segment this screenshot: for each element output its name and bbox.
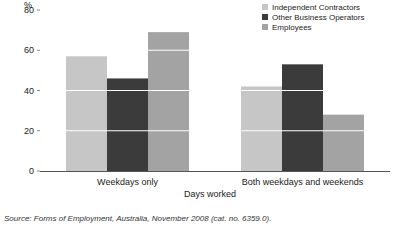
bar xyxy=(66,56,107,171)
y-tick-label: 20 xyxy=(24,126,34,136)
legend-label: Employees xyxy=(272,23,312,32)
y-tick-label: 80 xyxy=(24,5,34,15)
grid-line xyxy=(40,130,390,131)
y-tick xyxy=(37,171,40,172)
bar xyxy=(148,32,189,171)
legend-swatch xyxy=(262,4,268,10)
x-tick-label: Both weekdays and weekends xyxy=(242,177,364,187)
bars xyxy=(40,10,390,171)
legend-label: Independent Contractors xyxy=(272,3,360,12)
x-axis xyxy=(40,171,390,172)
y-tick xyxy=(37,50,40,51)
x-axis-label: Days worked xyxy=(184,189,236,199)
grid-line xyxy=(40,90,390,91)
bar xyxy=(282,64,323,171)
source: Source: Forms of Employment, Australia, … xyxy=(4,214,271,223)
legend-swatch xyxy=(262,14,268,20)
y-tick-label: 60 xyxy=(24,45,34,55)
bar xyxy=(323,115,364,171)
y-tick xyxy=(37,10,40,11)
y-tick xyxy=(37,130,40,131)
legend-swatch xyxy=(262,24,268,30)
y-tick-label: 40 xyxy=(24,86,34,96)
y-tick xyxy=(37,90,40,91)
bar xyxy=(107,78,148,171)
y-tick-label: 0 xyxy=(29,166,34,176)
grid-line xyxy=(40,50,390,51)
bar xyxy=(241,86,282,171)
legend-label: Other Business Operators xyxy=(272,13,364,22)
x-tick-label: Weekdays only xyxy=(97,177,158,187)
